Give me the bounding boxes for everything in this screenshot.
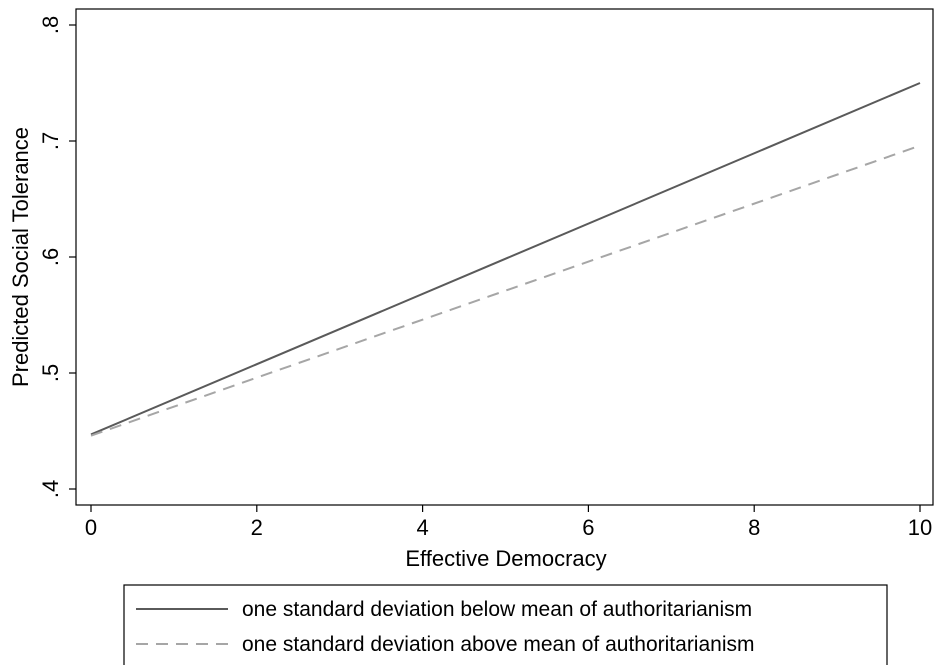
y-axis: .4 .5 .6 .7 .8	[38, 16, 76, 498]
y-axis-title: Predicted Social Tolerance	[8, 127, 33, 387]
y-tick-label: .5	[38, 364, 63, 382]
series-line-0	[90, 82, 921, 436]
x-axis: 0 2 4 6 8 10	[85, 505, 932, 540]
legend-label-below-mean: one standard deviation below mean of aut…	[242, 598, 752, 621]
x-tick-label: 2	[251, 515, 263, 540]
y-tick-label: .6	[38, 248, 63, 266]
y-tick-label: .8	[38, 16, 63, 34]
x-axis-title: Effective Democracy	[405, 546, 606, 571]
x-tick-label: 8	[748, 515, 760, 540]
x-tick-label: 4	[416, 515, 428, 540]
legend: one standard deviation below mean of aut…	[123, 584, 888, 665]
plot-area	[75, 8, 934, 506]
x-tick-label: 10	[908, 515, 932, 540]
y-tick-label: .7	[38, 132, 63, 150]
x-tick-label: 6	[582, 515, 594, 540]
y-tick-label: .4	[38, 480, 63, 498]
series-layer	[90, 82, 921, 437]
legend-box	[123, 584, 888, 665]
x-tick-label: 0	[85, 515, 97, 540]
legend-label-above-mean: one standard deviation above mean of aut…	[242, 633, 755, 656]
series-line-1	[90, 144, 921, 437]
